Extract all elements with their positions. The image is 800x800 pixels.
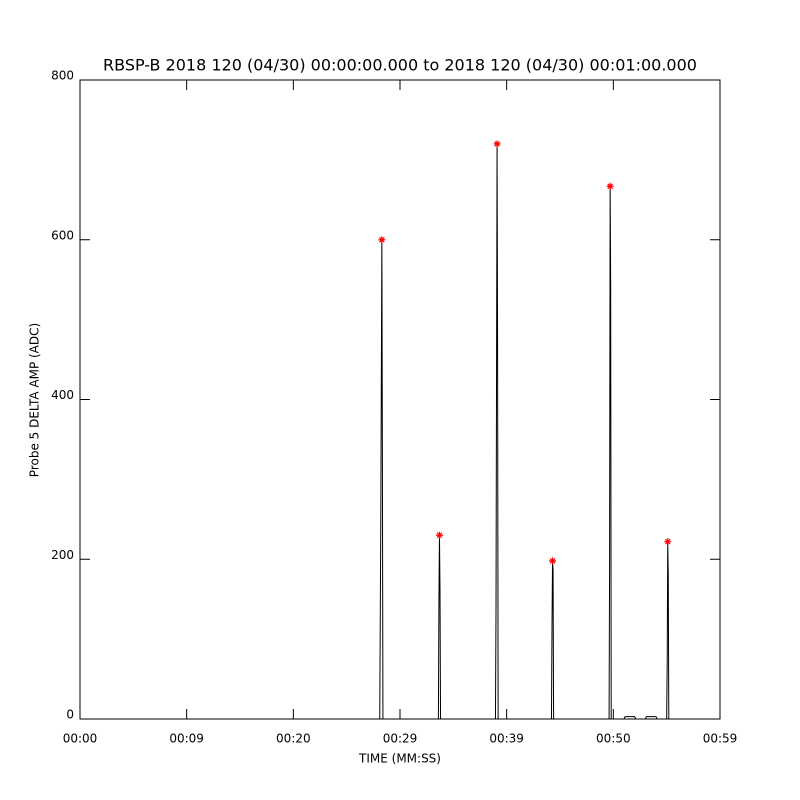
x-tick-label: 00:59 xyxy=(703,732,738,746)
x-tick-label: 00:09 xyxy=(169,732,204,746)
peak-marker xyxy=(606,182,614,190)
y-tick-label: 400 xyxy=(51,388,74,402)
x-tick-label: 00:50 xyxy=(596,732,631,746)
x-tick-label: 00:00 xyxy=(63,732,98,746)
y-tick-label: 0 xyxy=(66,708,74,722)
peak-marker xyxy=(435,531,443,539)
y-tick-label: 800 xyxy=(51,69,74,83)
peak-marker xyxy=(549,557,557,565)
chart-title: RBSP-B 2018 120 (04/30) 00:00:00.000 to … xyxy=(103,56,697,75)
plot-frame xyxy=(79,79,721,720)
data-line xyxy=(80,143,720,720)
peak-marker xyxy=(378,236,386,244)
x-tick-label: 00:39 xyxy=(489,732,524,746)
y-tick-label: 600 xyxy=(51,228,74,242)
x-tick-label: 00:20 xyxy=(276,732,311,746)
peak-marker xyxy=(664,538,672,546)
peak-marker xyxy=(493,140,501,148)
x-axis-label: TIME (MM:SS) xyxy=(358,752,441,766)
y-tick-label: 200 xyxy=(51,548,74,562)
y-axis-label: Probe 5 DELTA AMP (ADC) xyxy=(28,323,42,477)
x-tick-label: 00:29 xyxy=(383,732,418,746)
